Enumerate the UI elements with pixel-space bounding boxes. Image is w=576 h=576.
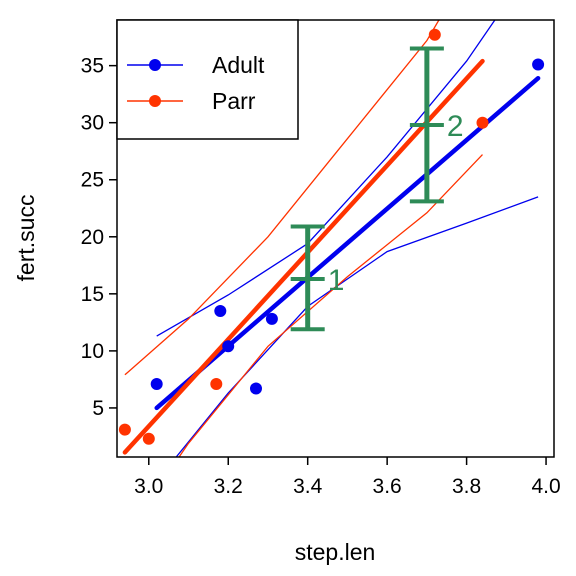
legend-label-parr: Parr bbox=[212, 88, 256, 114]
x-tick-label: 3.2 bbox=[214, 475, 243, 498]
x-tick-label: 3.0 bbox=[134, 475, 163, 498]
annotation-layer: 12 bbox=[291, 49, 464, 330]
legend-box bbox=[117, 20, 298, 139]
parr-data-point bbox=[143, 433, 155, 445]
parr-data-point bbox=[119, 424, 131, 436]
adult-data-point bbox=[532, 59, 544, 71]
y-tick-label: 25 bbox=[81, 169, 104, 192]
y-tick-label: 35 bbox=[81, 55, 104, 78]
legend: Adult Parr bbox=[117, 20, 298, 139]
adult-data-point bbox=[214, 305, 226, 317]
y-tick-label: 10 bbox=[81, 340, 104, 363]
x-tick-label: 3.6 bbox=[373, 475, 402, 498]
x-axis-title: step.len bbox=[295, 539, 376, 565]
adult-data-point bbox=[222, 340, 234, 352]
x-tick-label: 4.0 bbox=[531, 475, 560, 498]
y-axis-title: fert.succ bbox=[13, 195, 39, 282]
interval-bar-2: 2 bbox=[410, 49, 464, 202]
parr-data-point bbox=[429, 29, 441, 41]
adult-ci-lower bbox=[157, 197, 538, 481]
adult-data-point bbox=[250, 383, 262, 395]
parr-data-point bbox=[477, 117, 489, 129]
y-tick-label: 30 bbox=[81, 112, 104, 135]
interval-label: 2 bbox=[447, 110, 464, 143]
legend-label-adult: Adult bbox=[212, 52, 265, 78]
adult-data-point bbox=[266, 313, 278, 325]
x-tick-label: 3.4 bbox=[293, 475, 323, 498]
y-tick-label: 5 bbox=[92, 397, 104, 420]
y-tick-label: 20 bbox=[81, 226, 104, 249]
adult-data-point bbox=[151, 378, 163, 390]
x-tick-label: 3.8 bbox=[452, 475, 481, 498]
parr-data-point bbox=[210, 378, 222, 390]
y-axis: 5 10 15 20 25 30 35 bbox=[81, 55, 117, 420]
interval-label: 1 bbox=[328, 264, 345, 297]
y-tick-label: 15 bbox=[81, 283, 104, 306]
x-axis: 3.0 3.2 3.4 3.6 3.8 4.0 bbox=[134, 457, 560, 498]
legend-marker-parr bbox=[149, 95, 161, 107]
legend-marker-adult bbox=[149, 59, 161, 71]
